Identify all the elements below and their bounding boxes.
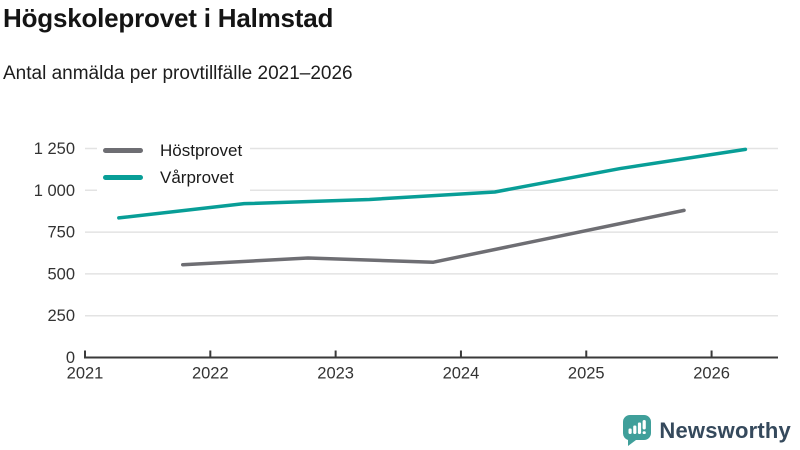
y-tick-label: 0 [66, 349, 75, 367]
legend-item-hostprovet: Höstprovet [103, 137, 242, 164]
y-tick-label: 250 [47, 307, 75, 325]
exclamation-dot [643, 431, 647, 434]
legend-label-varprovet: Vårprovet [160, 167, 234, 187]
series-line-Vårprovet [117, 147, 748, 220]
newsworthy-logo-icon [623, 415, 652, 446]
y-tick-label: 1 000 [34, 182, 75, 200]
x-tick-label: 2024 [443, 365, 480, 383]
newsworthy-logo-text: Newsworthy [659, 417, 791, 443]
chart-subtitle: Antal anmälda per provtillfälle 2021–202… [3, 63, 353, 84]
exclamation-line [643, 420, 647, 430]
newsworthy-logo[interactable]: Newsworthy [623, 415, 791, 446]
x-tick-label: 2023 [317, 365, 354, 383]
bar-chart-glyph [628, 420, 647, 434]
legend-swatch-varprovet [103, 175, 143, 180]
x-tick-label: 2026 [693, 365, 730, 383]
speech-bubble-shape [623, 415, 652, 446]
y-tick-label: 500 [47, 265, 75, 283]
legend-item-varprovet: Vårprovet [103, 164, 242, 191]
page-title: Högskoleprovet i Halmstad [3, 3, 334, 33]
x-tick-label: 2021 [67, 365, 104, 383]
chart-legend: Höstprovet Vårprovet [97, 136, 251, 193]
legend-swatch-hostprovet [103, 148, 143, 153]
x-tick-label: 2022 [192, 365, 229, 383]
y-tick-label: 1 250 [34, 140, 75, 158]
x-tick-label: 2025 [568, 365, 605, 383]
y-tick-label: 750 [47, 224, 75, 242]
legend-label-hostprovet: Höstprovet [160, 140, 243, 160]
series-line-Höstprovet [180, 208, 686, 267]
